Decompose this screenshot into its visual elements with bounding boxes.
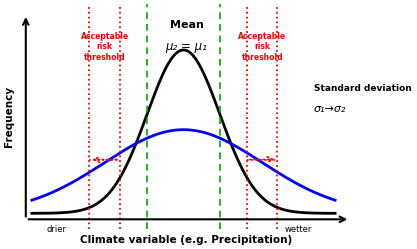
Y-axis label: Frequency: Frequency	[4, 86, 14, 147]
Text: Acceptable
risk
threshold: Acceptable risk threshold	[238, 32, 286, 62]
Text: μ₂ = μ₁: μ₂ = μ₁	[166, 40, 207, 53]
Text: Acceptable
risk
threshold: Acceptable risk threshold	[80, 32, 129, 62]
Text: wetter: wetter	[285, 225, 312, 234]
X-axis label: Climate variable (e.g. Precipitation): Climate variable (e.g. Precipitation)	[80, 235, 293, 245]
Text: Standard deviation: Standard deviation	[314, 84, 412, 93]
Text: Mean: Mean	[170, 20, 203, 30]
Text: σ₁→σ₂: σ₁→σ₂	[314, 104, 346, 114]
Text: drier: drier	[46, 225, 66, 234]
